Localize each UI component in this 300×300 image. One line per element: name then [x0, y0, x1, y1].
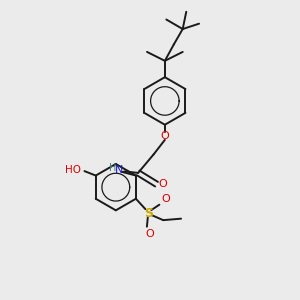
Text: O: O [162, 194, 171, 204]
Text: O: O [159, 179, 167, 189]
Text: H: H [109, 164, 116, 173]
Text: O: O [146, 229, 154, 238]
Text: HO: HO [64, 165, 81, 175]
Text: O: O [160, 131, 169, 141]
Text: N: N [115, 165, 124, 175]
Text: S: S [144, 207, 153, 220]
